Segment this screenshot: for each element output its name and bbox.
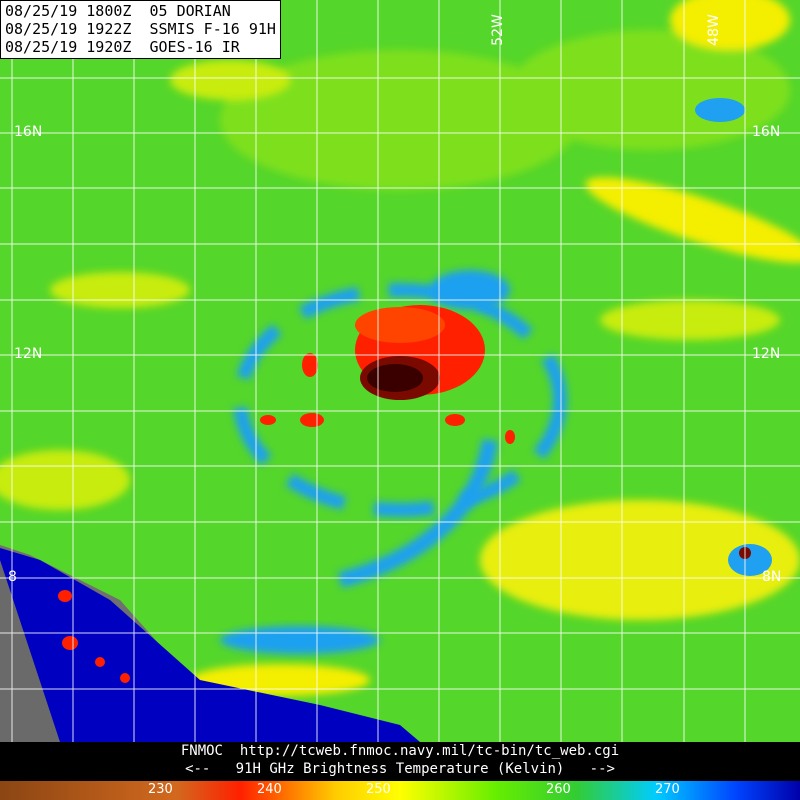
land-storms xyxy=(58,590,130,683)
colorbar-tick: 250 xyxy=(366,782,391,797)
land-coast-field xyxy=(0,548,420,742)
lat-label: 16N xyxy=(14,124,43,140)
land-interior xyxy=(0,560,60,742)
lat-label: 16N xyxy=(752,124,781,140)
lat-label: 8N xyxy=(762,569,782,585)
colorbar-tick: 240 xyxy=(257,782,282,797)
lat-label: 12N xyxy=(752,346,781,362)
colorbar-tick: 230 xyxy=(148,782,173,797)
header-line: 08/25/19 1920Z GOES-16 IR xyxy=(5,38,240,56)
colorbar-tick: 260 xyxy=(546,782,571,797)
header-line: 08/25/19 1922Z SSMIS F-16 91H xyxy=(5,20,276,38)
header-line: 08/25/19 1800Z 05 DORIAN xyxy=(5,2,231,20)
footer-legend: <-- 91H GHz Brightness Temperature (Kelv… xyxy=(185,761,615,777)
footer-source: FNMOC http://tcweb.fnmoc.navy.mil/tc-bin… xyxy=(180,743,620,759)
colorbar xyxy=(0,781,800,800)
lat-label: 12N xyxy=(14,346,43,362)
lon-label: 52W xyxy=(489,14,506,46)
lon-label: 48W xyxy=(705,14,722,46)
grid xyxy=(0,0,800,742)
lat-label: 8 xyxy=(8,569,17,585)
colorbar-tick: 270 xyxy=(655,782,680,797)
header: 08/25/19 1800Z 05 DORIAN 08/25/19 1922Z S… xyxy=(0,0,281,59)
